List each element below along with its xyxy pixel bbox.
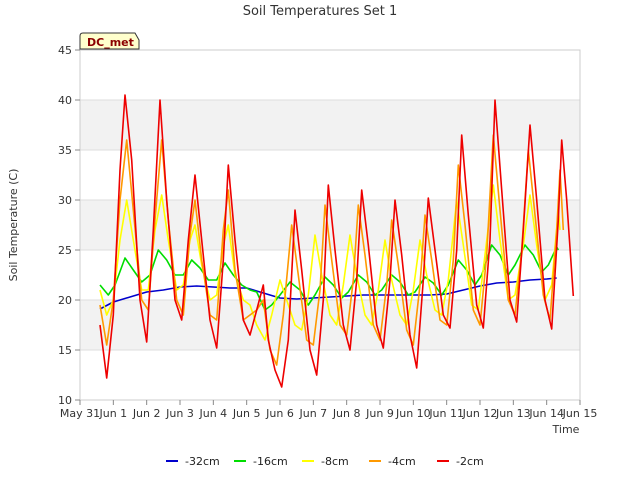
plot-frame — [79, 49, 581, 401]
x-tick-label: Jun 8 — [332, 407, 361, 420]
y-tick-label: 20 — [58, 294, 72, 307]
legend-label: -4cm — [388, 455, 416, 468]
y-tick-label: 45 — [58, 44, 72, 57]
legend-item: -2cm — [437, 455, 484, 468]
x-tick-label: Jun 9 — [365, 407, 394, 420]
chart-title: Soil Temperatures Set 1 — [243, 4, 398, 19]
legend-label: -32cm — [185, 455, 220, 468]
x-tick-label: Jun 7 — [298, 407, 327, 420]
x-tick-label: Jun 10 — [395, 407, 431, 420]
y-axis-ticks: 10 15 20 25 30 35 40 45 — [58, 44, 80, 407]
x-tick-label: May 31 — [60, 407, 100, 420]
x-tick-label: Jun 13 — [495, 407, 531, 420]
legend-item: -4cm — [369, 455, 416, 468]
x-tick-label: Jun 3 — [165, 407, 194, 420]
legend-label: -2cm — [456, 455, 484, 468]
series-line-minus-8cm — [99, 184, 561, 341]
x-tick-label: Jun 2 — [132, 407, 161, 420]
x-axis-ticks: May 31 Jun 1 Jun 2 Jun 3 Jun 4 Jun 5 Jun 6 Jun … — [60, 400, 597, 420]
series-layer — [99, 94, 575, 388]
legend-label: -16cm — [253, 455, 288, 468]
legend-item: -16cm — [234, 455, 288, 468]
y-tick-label: 25 — [58, 244, 72, 257]
y-tick-label: 10 — [58, 394, 72, 407]
y-tick-label: 30 — [58, 194, 72, 207]
series-line-minus-4cm — [99, 134, 565, 366]
x-tick-label: Jun 5 — [232, 407, 261, 420]
y-tick-label: 40 — [58, 94, 72, 107]
y-tick-label: 15 — [58, 344, 72, 357]
legend: -32cm -16cm -8cm -4cm -2cm — [166, 455, 484, 468]
x-tick-label: Jun 1 — [98, 407, 127, 420]
band-2 — [80, 100, 580, 150]
y-tick-label: 35 — [58, 144, 72, 157]
x-tick-label: Jun 11 — [428, 407, 464, 420]
series-line-minus-2cm — [99, 94, 575, 388]
site-label-background — [79, 32, 140, 50]
site-label: DC_met — [87, 36, 134, 49]
legend-label: -8cm — [321, 455, 349, 468]
band-0 — [80, 300, 580, 350]
x-tick-label: Jun 14 — [528, 407, 564, 420]
x-tick-label: Jun 4 — [198, 407, 227, 420]
y-axis-label: Soil Temperature (C) — [7, 169, 20, 282]
x-tick-label: Jun 12 — [462, 407, 498, 420]
legend-item: -8cm — [302, 455, 349, 468]
x-axis-label: Time — [552, 423, 580, 436]
x-tick-label: Jun 6 — [265, 407, 294, 420]
legend-item: -32cm — [166, 455, 220, 468]
site-label-box: DC_met — [79, 32, 140, 50]
x-tick-label: Jun 15 — [562, 407, 598, 420]
